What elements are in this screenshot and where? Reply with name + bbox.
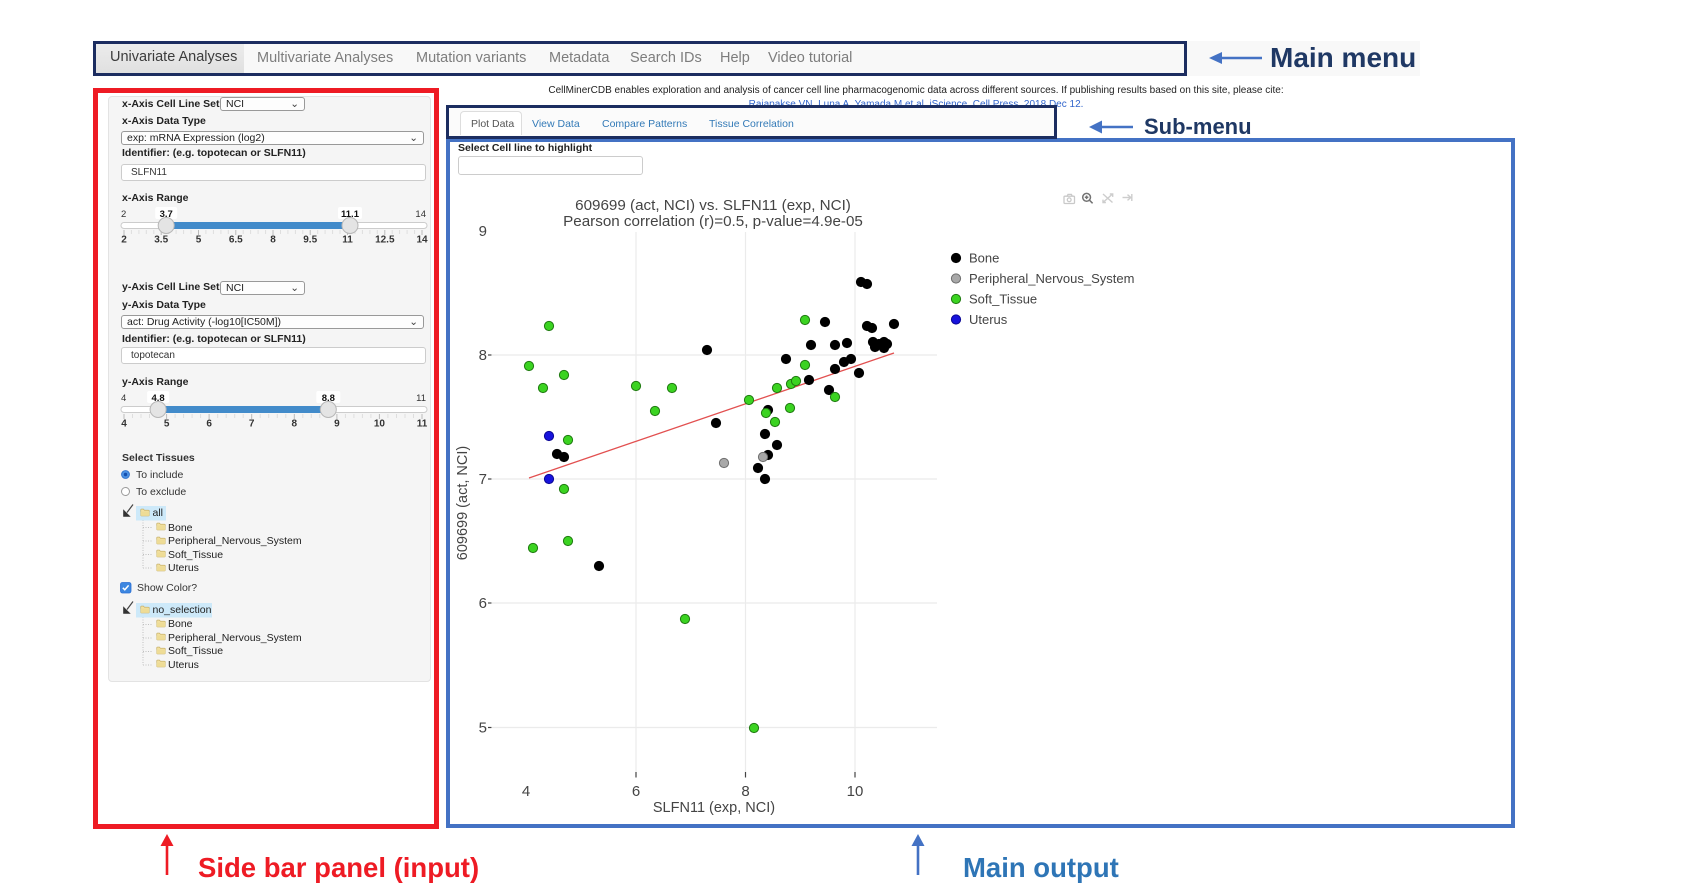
svg-text:10: 10 bbox=[847, 783, 864, 800]
svg-text:6.5: 6.5 bbox=[229, 235, 243, 246]
svg-text:4: 4 bbox=[121, 393, 126, 404]
svg-text:Bone: Bone bbox=[969, 251, 999, 266]
svg-text:6: 6 bbox=[206, 419, 212, 430]
svg-text:4: 4 bbox=[121, 419, 127, 430]
svg-text:8: 8 bbox=[270, 235, 276, 246]
svg-text:2: 2 bbox=[121, 235, 127, 246]
svg-text:14: 14 bbox=[415, 209, 426, 220]
svg-text:8: 8 bbox=[479, 347, 487, 364]
svg-text:6: 6 bbox=[479, 595, 487, 612]
svg-text:11: 11 bbox=[416, 393, 426, 404]
svg-text:5: 5 bbox=[164, 419, 170, 430]
svg-text:609699 (act, NCI): 609699 (act, NCI) bbox=[455, 446, 471, 560]
svg-text:Pearson correlation (r)=0.5, p: Pearson correlation (r)=0.5, p-value=4.9… bbox=[563, 213, 863, 230]
svg-text:3.7: 3.7 bbox=[160, 209, 173, 220]
svg-text:5: 5 bbox=[196, 235, 202, 246]
svg-text:10: 10 bbox=[374, 419, 386, 430]
svg-text:4: 4 bbox=[522, 783, 530, 800]
svg-text:Peripheral_Nervous_System: Peripheral_Nervous_System bbox=[969, 271, 1134, 286]
svg-text:6: 6 bbox=[632, 783, 640, 800]
svg-text:4.8: 4.8 bbox=[151, 393, 164, 404]
svg-text:8: 8 bbox=[292, 419, 298, 430]
svg-text:7: 7 bbox=[249, 419, 255, 430]
svg-text:9.5: 9.5 bbox=[303, 235, 317, 246]
svg-text:9: 9 bbox=[334, 419, 340, 430]
svg-text:8.8: 8.8 bbox=[322, 393, 335, 404]
svg-text:9: 9 bbox=[479, 223, 487, 240]
svg-text:5: 5 bbox=[479, 720, 487, 737]
svg-text:7: 7 bbox=[479, 471, 487, 488]
svg-text:SLFN11 (exp, NCI): SLFN11 (exp, NCI) bbox=[653, 800, 775, 816]
svg-text:8: 8 bbox=[741, 783, 749, 800]
svg-text:11: 11 bbox=[342, 235, 353, 246]
svg-text:Uterus: Uterus bbox=[969, 312, 1008, 327]
svg-text:3.5: 3.5 bbox=[154, 235, 168, 246]
svg-text:11.1: 11.1 bbox=[341, 209, 360, 220]
svg-text:Soft_Tissue: Soft_Tissue bbox=[969, 292, 1037, 307]
svg-text:14: 14 bbox=[416, 235, 428, 246]
svg-text:12.5: 12.5 bbox=[375, 235, 395, 246]
svg-text:609699 (act, NCI) vs. SLFN11 (: 609699 (act, NCI) vs. SLFN11 (exp, NCI) bbox=[575, 197, 851, 214]
svg-text:2: 2 bbox=[121, 209, 126, 220]
svg-text:11: 11 bbox=[417, 419, 428, 430]
